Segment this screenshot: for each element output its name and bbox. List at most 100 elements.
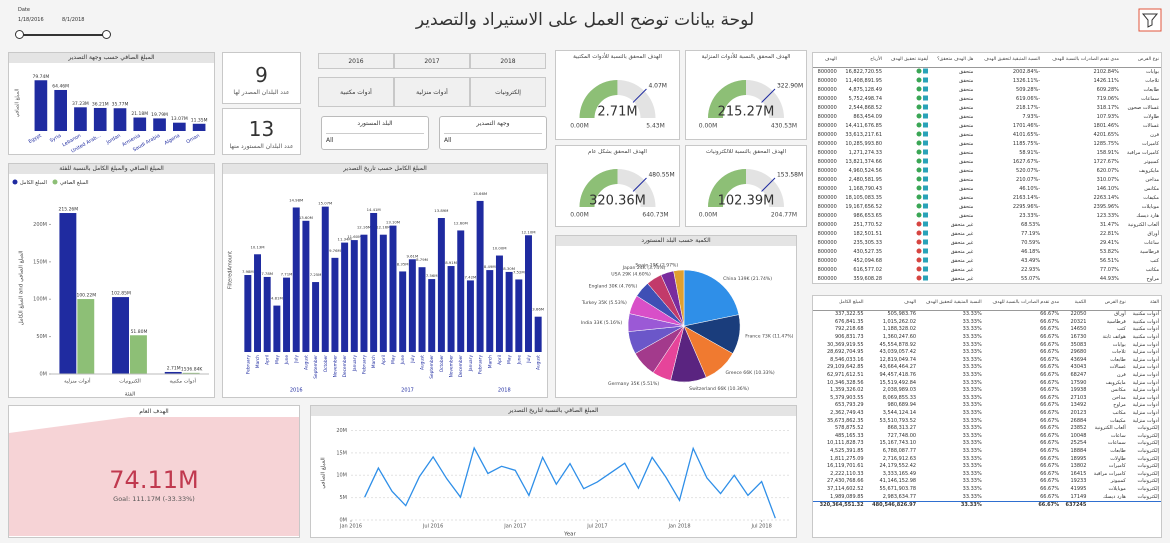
table-row: أدوات منزلية فرن 68247 66.67% 33.33% 94,457,4… <box>813 372 1161 380</box>
status-badge <box>923 266 929 272</box>
cell: 33.33% <box>962 485 982 492</box>
bar <box>164 371 182 374</box>
bar <box>418 267 426 352</box>
cell: 66.67% <box>1040 326 1060 333</box>
year-button[interactable]: 2017 <box>394 53 470 69</box>
status-icon <box>916 140 929 146</box>
cell: 17149 <box>1070 493 1087 500</box>
bar <box>399 271 407 352</box>
header-row: نوع الفرض مدى تقدم الصادرات بالنسبة للهدف… <box>813 53 1161 68</box>
cell: 4,525,391.85 <box>830 447 864 454</box>
cell: 66.67% <box>1040 387 1060 394</box>
gauge-max: 5.43M <box>646 123 665 130</box>
cell: 14650 <box>1070 326 1087 333</box>
table-row: إلكترونيات سماعات 25254 66.67% 33.33% 15,167,… <box>813 440 1161 448</box>
cell: هارد ديسك <box>1136 213 1159 219</box>
date-start[interactable]: 1/18/2016 <box>18 17 44 23</box>
cell: أدوات مكتبية <box>1132 334 1159 341</box>
x-tick-label: September <box>313 355 319 379</box>
total-cell: 33.33% <box>918 500 984 510</box>
data-label: 7.52M <box>513 269 525 274</box>
status-badge <box>923 194 929 200</box>
status-icon <box>916 239 929 245</box>
data-label: 10.13M <box>250 244 264 249</box>
bar <box>74 107 87 131</box>
x-axis-title: Year <box>563 532 576 538</box>
cell: غير متحقق <box>950 267 974 273</box>
data-label: 37.23M <box>72 101 89 107</box>
y-axis-title: المبلغ الصافي <box>321 457 327 489</box>
cell: إلكترونيات <box>1137 478 1160 485</box>
cell: 33.33% <box>962 447 982 454</box>
status-dot <box>916 140 922 146</box>
x-tick-label: September <box>429 355 435 379</box>
data-label: 14.41M <box>367 207 381 212</box>
status-dot <box>916 185 922 191</box>
bar <box>515 279 523 352</box>
cell: 800000 <box>817 141 837 147</box>
cell: 14,411,676.85 <box>845 123 883 129</box>
cell: -1326.11% <box>1012 78 1041 84</box>
cell: 1727.67% <box>1093 159 1119 165</box>
slice-label: Spain 19K (2.97%) <box>635 262 678 268</box>
table-row: ثلاجات 1426.11% -1326.11% متحقق 11,408,891.9… <box>813 77 1161 86</box>
slice-category: Greece <box>725 370 742 376</box>
dropdown[interactable]: البلد المستورد All <box>321 116 429 150</box>
cell: أدوات منزلية <box>1132 349 1159 356</box>
table-body: بوابات 2102.84% -2002.84% متحقق 16,822,720.5… <box>813 68 1161 284</box>
status-dot <box>916 257 922 263</box>
cell: طاولات <box>1110 455 1126 462</box>
slice-value: 33K (5.16%) <box>594 320 623 326</box>
x-tick-label: Algeria <box>163 133 181 147</box>
x-tick-label: Jan 2018 <box>667 524 690 530</box>
table-head: الفئة نوع الفرض الكمية مدى تقدم الصادرات با… <box>813 296 1161 311</box>
icon-cell <box>884 221 930 230</box>
data-label: 8.91M <box>445 260 457 265</box>
cell: 359,608.28 <box>853 276 883 282</box>
cell: 719.06% <box>1096 96 1119 102</box>
slider-handle[interactable] <box>102 30 111 39</box>
category-button[interactable]: إلكترونيات <box>470 77 546 107</box>
category-button[interactable]: أدوات مكتبية <box>318 77 394 107</box>
data-label: 19.79M <box>151 112 168 118</box>
cell: 18,105,083.35 <box>845 195 883 201</box>
slice-category: Germany <box>608 380 629 386</box>
year-button[interactable]: 2016 <box>318 53 394 69</box>
cell: متحقق <box>959 105 974 111</box>
cell: 800000 <box>817 159 837 165</box>
cell: 800000 <box>817 150 837 156</box>
cell: 2,983,634.77 <box>882 493 917 500</box>
total-cell: 320,364,551.32 <box>813 500 866 510</box>
date-end[interactable]: 8/1/2018 <box>62 17 85 23</box>
cell: 8,546,033.16 <box>830 356 864 363</box>
x-tick-label: Jan 2016 <box>339 524 362 530</box>
cell: مكانس <box>1111 387 1126 394</box>
cell: 3,333,165.49 <box>882 470 917 477</box>
icon-cell <box>884 131 930 140</box>
column-header: الهدف <box>865 296 919 311</box>
slice-value: 139K (21.74%) <box>738 275 773 281</box>
gauge-title: الهدف المحقق بشكل عام <box>588 149 647 155</box>
slice-category: Turkey <box>581 300 597 306</box>
dropdown-value: All <box>444 133 542 144</box>
bar <box>428 279 436 352</box>
x-tick-label: August <box>536 355 542 370</box>
year-button[interactable]: 2018 <box>470 53 546 69</box>
cell: مكاتب <box>1112 410 1126 417</box>
cell: 33.33% <box>962 455 982 462</box>
slider-handle[interactable] <box>15 30 24 39</box>
data-label: 7.78M <box>261 271 273 276</box>
gauge-target <box>761 177 776 192</box>
dropdown[interactable]: وجهة التصدير All <box>439 116 547 150</box>
cell: 800000 <box>817 78 837 84</box>
icon-cell <box>884 230 930 239</box>
status-dot <box>916 113 922 119</box>
cell: غسالات <box>1142 123 1159 129</box>
category-button[interactable]: أدوات منزلية <box>394 77 470 107</box>
panel: المبلغ الصافي حسب وجهة التصدير المبلغ الص… <box>8 52 215 155</box>
status-icon <box>916 203 929 209</box>
date-slicer: Date 1/18/2016 8/1/2018 <box>14 4 124 42</box>
x-tick-label: April <box>497 355 503 365</box>
data-label: 10.00M <box>492 246 506 251</box>
cell: -58.91% <box>1019 150 1041 156</box>
